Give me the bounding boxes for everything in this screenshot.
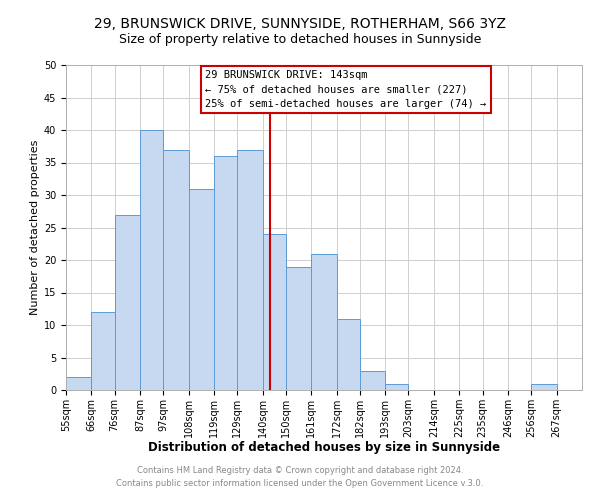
Bar [360, 370, 385, 390]
Bar [188, 188, 214, 390]
Bar [286, 266, 311, 390]
Bar [115, 214, 140, 390]
Bar [337, 318, 360, 390]
Bar [66, 377, 91, 390]
Bar [91, 312, 115, 390]
Bar [531, 384, 557, 390]
Bar [237, 150, 263, 390]
Bar [385, 384, 409, 390]
Text: Size of property relative to detached houses in Sunnyside: Size of property relative to detached ho… [119, 32, 481, 46]
Bar [140, 130, 163, 390]
Bar [311, 254, 337, 390]
Bar [263, 234, 286, 390]
Y-axis label: Number of detached properties: Number of detached properties [29, 140, 40, 315]
Text: 29 BRUNSWICK DRIVE: 143sqm
← 75% of detached houses are smaller (227)
25% of sem: 29 BRUNSWICK DRIVE: 143sqm ← 75% of deta… [205, 70, 487, 108]
Bar [163, 150, 188, 390]
Bar [214, 156, 237, 390]
Text: 29, BRUNSWICK DRIVE, SUNNYSIDE, ROTHERHAM, S66 3YZ: 29, BRUNSWICK DRIVE, SUNNYSIDE, ROTHERHA… [94, 18, 506, 32]
X-axis label: Distribution of detached houses by size in Sunnyside: Distribution of detached houses by size … [148, 442, 500, 454]
Text: Contains HM Land Registry data © Crown copyright and database right 2024.
Contai: Contains HM Land Registry data © Crown c… [116, 466, 484, 487]
